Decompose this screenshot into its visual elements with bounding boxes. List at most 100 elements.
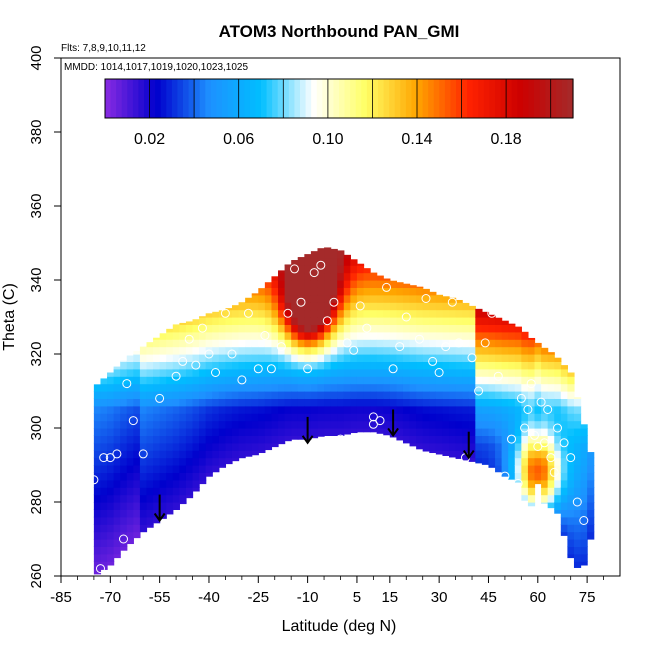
heatmap-cell — [422, 420, 430, 429]
heatmap-cell — [363, 413, 371, 422]
observation-point — [520, 423, 530, 433]
heatmap-cell — [481, 435, 490, 444]
heatmap-cell — [488, 361, 496, 370]
heatmap-cell — [541, 383, 549, 392]
heatmap-cell — [245, 317, 253, 325]
heatmap-cell — [521, 479, 529, 488]
heatmap-cell — [139, 479, 148, 488]
heatmap-cell — [389, 339, 397, 348]
heatmap-cell — [514, 457, 522, 466]
heatmap-cell — [304, 309, 312, 318]
heatmap-cell — [317, 248, 325, 251]
field-layer — [93, 247, 595, 575]
heatmap-cell — [251, 442, 259, 451]
heatmap-cell — [370, 324, 378, 333]
heatmap-cell — [527, 354, 536, 362]
heatmap-cell — [100, 450, 108, 459]
heatmap-cell — [297, 317, 305, 325]
heatmap-cell — [100, 420, 108, 429]
heatmap-cell — [93, 413, 102, 422]
heatmap-cell — [271, 420, 279, 429]
heatmap-cell — [258, 391, 266, 399]
heatmap-cell — [113, 383, 121, 392]
heatmap-cell — [567, 435, 575, 444]
heatmap-cell — [225, 361, 233, 370]
heatmap-cell — [245, 420, 253, 429]
heatmap-cell — [330, 287, 338, 296]
heatmap-cell — [107, 383, 115, 392]
heatmap-cell — [258, 309, 266, 318]
heatmap-cell — [330, 368, 338, 377]
observation-point — [253, 364, 263, 374]
heatmap-cell — [337, 280, 345, 288]
heatmap-cell — [238, 450, 246, 459]
observation-point — [428, 356, 438, 366]
heatmap-cell — [113, 546, 121, 555]
heatmap-cell — [343, 317, 351, 325]
heatmap-cell — [278, 287, 286, 296]
heatmap-cell — [264, 368, 273, 377]
heatmap-cell — [541, 405, 549, 414]
heatmap-cell — [514, 346, 522, 355]
heatmap-cell — [435, 346, 444, 355]
heatmap-cell — [547, 435, 555, 444]
heatmap-cell — [113, 428, 121, 436]
heatmap-cell — [350, 272, 358, 281]
heatmap-cell — [304, 302, 312, 311]
heatmap-cell — [547, 361, 555, 370]
heatmap-cell — [343, 398, 351, 407]
heatmap-cell — [264, 376, 273, 385]
heatmap-cell — [370, 331, 378, 340]
heatmap-cell — [435, 413, 444, 422]
heatmap-cell — [304, 265, 312, 274]
heatmap-cell — [185, 361, 194, 370]
colorbar: 0.02 0.06 0.10 0.14 0.18 — [104, 78, 574, 148]
heatmap-cell — [330, 294, 338, 303]
heatmap-cell — [330, 383, 338, 392]
heatmap-cell — [264, 287, 273, 296]
heatmap-cell — [455, 368, 463, 377]
heatmap-cell — [488, 420, 496, 429]
heatmap-cell — [192, 442, 200, 451]
heatmap-cell — [534, 413, 542, 422]
heatmap-cell — [245, 376, 253, 385]
heatmap-cell — [245, 361, 253, 370]
heatmap-cell — [120, 383, 128, 392]
heatmap-cell — [449, 297, 457, 303]
heatmap-cell — [199, 324, 207, 333]
heatmap-cell — [560, 531, 568, 536]
heatmap-cell — [212, 435, 220, 444]
heatmap-cell — [205, 428, 213, 436]
heatmap-cell — [429, 398, 437, 407]
heatmap-cell — [139, 524, 148, 533]
heatmap-cell — [462, 354, 470, 362]
observation-point — [322, 316, 332, 326]
heatmap-cell — [416, 324, 424, 333]
heatmap-cell — [350, 287, 358, 296]
heatmap-cell — [343, 331, 351, 340]
heatmap-cell — [449, 346, 457, 355]
heatmap-cell — [100, 487, 108, 496]
heatmap-cell — [449, 383, 457, 392]
colorbar-swatch — [561, 79, 569, 118]
heatmap-cell — [521, 413, 529, 422]
observation-point — [414, 334, 424, 344]
heatmap-cell — [317, 317, 325, 325]
heatmap-cell — [199, 317, 207, 325]
heatmap-cell — [547, 413, 555, 422]
heatmap-cell — [350, 361, 358, 370]
heatmap-cell — [560, 465, 568, 473]
heatmap-cell — [449, 413, 457, 422]
heatmap-cell — [291, 309, 299, 318]
heatmap-cell — [93, 494, 102, 503]
heatmap-cell — [350, 346, 358, 355]
heatmap-cell — [462, 391, 470, 399]
heatmap-cell — [435, 354, 444, 362]
heatmap-cell — [284, 391, 292, 399]
heatmap-cell — [416, 317, 424, 325]
heatmap-cell — [284, 265, 292, 274]
heatmap-cell — [343, 324, 351, 333]
heatmap-cell — [449, 428, 457, 436]
heatmap-cell — [455, 428, 463, 436]
heatmap-cell — [481, 391, 490, 399]
